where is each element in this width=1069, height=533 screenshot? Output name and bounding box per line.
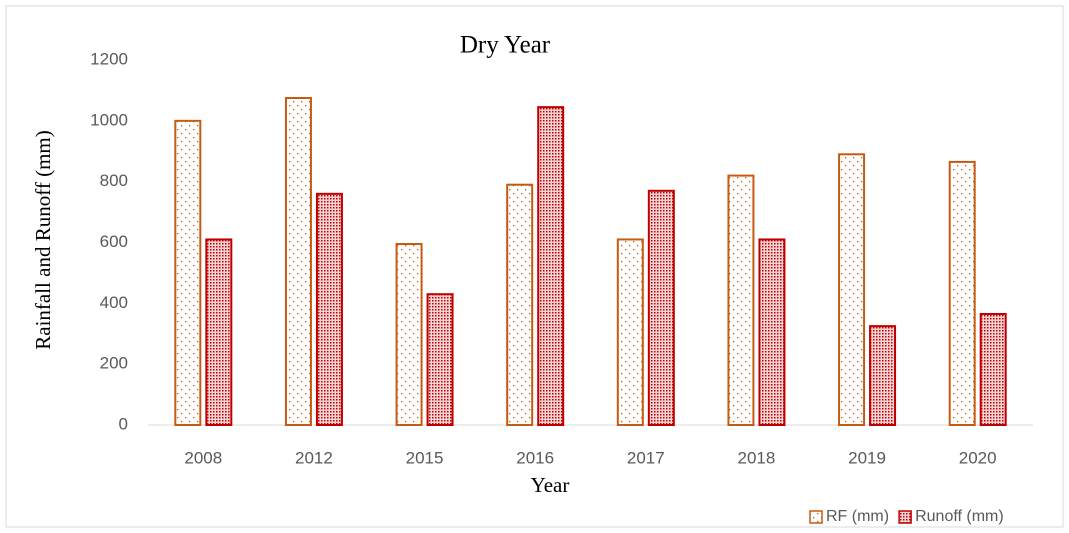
x-tick-label: 2015 xyxy=(406,448,444,467)
x-tick-label: 2019 xyxy=(848,448,886,467)
bar xyxy=(758,238,786,426)
bar xyxy=(205,238,233,426)
bar xyxy=(174,119,202,426)
x-tick-label: 2012 xyxy=(295,448,333,467)
x-axis-label: Year xyxy=(531,473,570,497)
x-tick-label: 2018 xyxy=(738,448,776,467)
bar xyxy=(284,97,312,426)
bar xyxy=(616,238,644,426)
chart-title: Dry Year xyxy=(460,32,551,59)
y-axis-label: Rainfall and Runoff (mm) xyxy=(31,130,55,350)
bar xyxy=(647,189,675,426)
y-tick-label: 1200 xyxy=(90,49,128,68)
legend-swatch xyxy=(898,510,912,524)
y-tick-label: 400 xyxy=(100,293,128,312)
bar xyxy=(506,183,534,426)
bar xyxy=(869,325,897,427)
legend-label: Runoff (mm) xyxy=(915,508,1004,525)
y-tick-label: 800 xyxy=(100,171,128,190)
x-tick-label: 2008 xyxy=(184,448,222,467)
y-tick-label: 600 xyxy=(100,232,128,251)
bar xyxy=(395,243,423,426)
x-tick-label: 2017 xyxy=(627,448,665,467)
legend-swatch xyxy=(809,510,823,524)
legend-label: RF (mm) xyxy=(826,508,889,525)
bar xyxy=(838,153,866,427)
x-tick-label: 2020 xyxy=(959,448,997,467)
y-tick-label: 1000 xyxy=(90,110,128,129)
bar xyxy=(979,312,1007,426)
y-tick-label: 0 xyxy=(119,414,128,433)
bar xyxy=(315,192,343,426)
bar xyxy=(426,293,454,427)
legend: RF (mm) Runoff (mm) xyxy=(809,508,1004,525)
bar xyxy=(727,174,755,426)
y-tick-label: 200 xyxy=(100,354,128,373)
bar xyxy=(537,106,565,426)
bar xyxy=(948,160,976,426)
x-tick-label: 2016 xyxy=(516,448,554,467)
